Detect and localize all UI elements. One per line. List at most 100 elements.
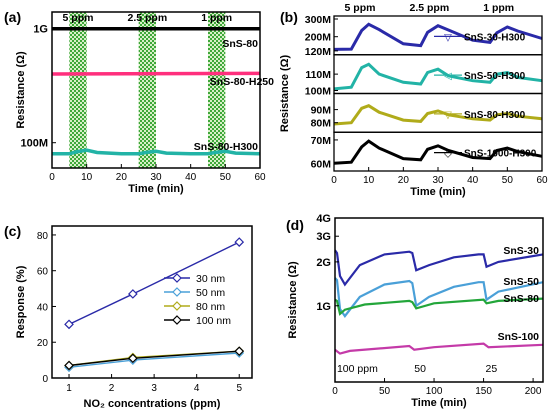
x-axis-title: NO₂ concentrations (ppm) <box>84 398 221 410</box>
legend-marker <box>172 315 182 325</box>
series-line <box>333 62 543 91</box>
legend-label: 100 nm <box>196 315 231 327</box>
y-tick-label: 80 <box>37 231 49 242</box>
legend-label: 80 nm <box>196 301 225 313</box>
panel-label: (c) <box>4 223 21 239</box>
panel-label: (b) <box>280 9 298 25</box>
data-point <box>64 360 74 371</box>
y-tick-label: 100M <box>305 86 332 98</box>
concentration-label: 100 ppm <box>337 363 378 375</box>
y-axis-title: Resistance (Ω) <box>15 51 27 129</box>
legend-marker <box>172 287 182 297</box>
legend-marker: ▽ <box>444 110 452 121</box>
x-tick-label: 0 <box>49 172 55 183</box>
panel-d: 0 50 100 150 2001G2G3G4GSnS-30SnS-50SnS-80Sn… <box>286 213 544 409</box>
y-tick-label: 40 <box>37 302 49 313</box>
x-tick-label: 60 <box>536 175 548 186</box>
y-tick-label: 80M <box>311 118 332 130</box>
legend-label: SnS-30-H300 <box>464 32 526 43</box>
y-tick-label: 20 <box>37 338 49 349</box>
panel-a: 5 ppm 2.5 ppm 1 ppm 0 10 20 30 40 50 60 100M 1G SnS-… <box>4 9 274 195</box>
y-tick-label: 60M <box>311 158 332 170</box>
legend-label: 50 nm <box>196 287 225 299</box>
exposure-label: 2.5 ppm <box>127 12 167 24</box>
legend-label: SnS-80-H300 <box>464 110 526 121</box>
exposure-window <box>208 12 226 168</box>
legend-marker: ◁ <box>444 71 452 82</box>
x-tick-label: 5 <box>236 383 242 394</box>
series-label: SnS-80-H250 <box>210 76 274 88</box>
x-tick-label: 100 <box>426 386 443 397</box>
x-tick-label: 10 <box>363 175 375 186</box>
x-tick-label: 200 <box>525 386 542 397</box>
series-label: SnS-50 <box>503 276 539 288</box>
x-axis-title: Time (min) <box>410 186 466 198</box>
panel-c-frame <box>51 225 253 379</box>
series-label: SnS-80 <box>503 293 539 305</box>
y-tick-label: 90M <box>311 105 332 117</box>
y-tick-label: 100M <box>20 138 48 150</box>
x-tick-label: 4 <box>194 383 200 394</box>
x-tick-label: 40 <box>467 175 479 186</box>
y-tick-label: 70M <box>311 135 332 147</box>
series-label: SnS-80-H300 <box>194 141 258 153</box>
exposure-label: 5 ppm <box>63 12 94 24</box>
concentration-label: 50 <box>414 363 426 375</box>
x-tick-label: 2 <box>109 383 115 394</box>
panel-c: 1 2 3 4 5 0 20 40 60 80 30 nm 50 nm 80 nm 100 nm NO₂ c… <box>4 223 245 410</box>
x-tick-label: 10 <box>81 172 93 183</box>
y-tick-label: 60 <box>37 267 49 278</box>
x-tick-label: 60 <box>254 172 266 183</box>
x-axis-title: Time (min) <box>128 183 184 195</box>
data-point <box>234 346 245 357</box>
series-line <box>334 297 544 316</box>
series-line <box>333 104 543 126</box>
x-tick-label: 50 <box>502 175 514 186</box>
exposure-window <box>138 12 156 168</box>
x-tick-label: 40 <box>185 172 197 183</box>
x-tick-label: 50 <box>379 386 391 397</box>
concentration-label: 2.5 ppm <box>409 2 449 14</box>
x-tick-label: 50 <box>220 172 232 183</box>
series-line <box>52 148 261 156</box>
y-tick-label: 0 <box>42 374 48 385</box>
y-tick-label: 110M <box>305 69 331 81</box>
y-tick-label: 1G <box>316 301 331 313</box>
legend-label: SnS-50-H300 <box>464 71 526 82</box>
series-label: SnS-100 <box>498 331 540 343</box>
series-line <box>333 139 543 165</box>
x-tick-label: 30 <box>150 172 162 183</box>
series-label: SnS-30 <box>503 245 539 257</box>
data-point <box>128 353 138 364</box>
data-point <box>64 319 74 330</box>
x-tick-label: 0 <box>332 386 338 397</box>
legend-label: SnS-1000-H300 <box>464 149 537 160</box>
x-tick-label: 0 <box>331 175 337 186</box>
x-tick-label: 20 <box>398 175 410 186</box>
concentration-label: 25 <box>486 363 498 375</box>
panel-label: (d) <box>286 217 304 233</box>
series-line <box>68 352 240 368</box>
y-tick-label: 300M <box>305 14 332 26</box>
x-tick-label: 20 <box>116 172 128 183</box>
panel-label: (a) <box>4 9 21 25</box>
y-tick-label: 4G <box>316 213 331 225</box>
series-line <box>51 71 261 76</box>
x-tick-label: 30 <box>432 175 444 186</box>
data-point <box>234 237 245 247</box>
series-line <box>333 22 543 51</box>
x-tick-label: 3 <box>151 383 157 394</box>
y-tick-label: 200M <box>305 32 332 44</box>
y-axis-title: Resistance (Ω) <box>279 55 291 133</box>
concentration-label: 5 ppm <box>345 2 376 14</box>
exposure-label: 1 ppm <box>201 12 232 24</box>
y-axis-title: Response (%) <box>15 265 27 338</box>
legend-marker <box>172 301 182 311</box>
legend-label: 30 nm <box>196 273 225 285</box>
y-tick-label: 120M <box>305 46 332 58</box>
legend-marker: ▽ <box>444 32 452 43</box>
x-tick-label: 150 <box>475 386 492 397</box>
panel-b: 5 ppm 2.5 ppm 1 ppm 120M 200M 300M ▽ SnS-30-H30… <box>279 2 548 198</box>
y-tick-label: 1G <box>33 24 48 36</box>
